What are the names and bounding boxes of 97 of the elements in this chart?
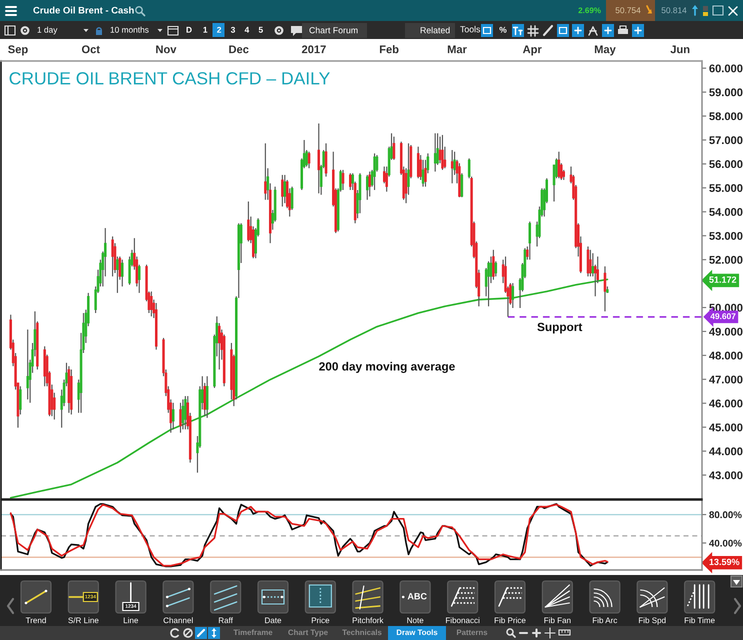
text: Fib Price bbox=[494, 617, 526, 624]
text: Related bbox=[420, 26, 450, 34]
candlestick bbox=[373, 152, 376, 191]
text: S/R Line bbox=[68, 617, 98, 624]
annotation: Support bbox=[537, 322, 582, 334]
y-tick-label: 60.000 bbox=[709, 64, 742, 72]
x-tick-label: Mar bbox=[448, 45, 467, 54]
text: Note bbox=[407, 618, 424, 624]
x-tick-label: 2017 bbox=[302, 45, 326, 54]
y-tick-label: 57.000 bbox=[709, 136, 742, 144]
y-tick-label: 80.00% bbox=[709, 511, 742, 518]
text: Channel bbox=[164, 617, 193, 624]
text: Trend bbox=[26, 617, 46, 624]
x-tick-label: Apr bbox=[522, 45, 542, 56]
data-label: 49.607 bbox=[710, 313, 736, 320]
y-tick-label: 51.172 bbox=[709, 276, 736, 283]
text: Raff bbox=[218, 617, 233, 624]
text: 1 2 3 4 5 bbox=[203, 26, 263, 33]
y-tick-label: 52.000 bbox=[709, 256, 742, 264]
candlestick bbox=[558, 151, 560, 179]
candlestick bbox=[26, 328, 29, 400]
candlestick bbox=[492, 249, 495, 280]
candlestick bbox=[450, 149, 454, 184]
x-tick-label: Feb bbox=[380, 45, 399, 54]
candlestick bbox=[184, 396, 187, 430]
text: Line bbox=[124, 617, 138, 624]
x-tick-label: Jun bbox=[670, 45, 690, 54]
candlestick bbox=[206, 376, 208, 418]
y-tick-label: 53.000 bbox=[709, 232, 742, 240]
candlestick bbox=[434, 132, 436, 172]
y-tick-label: 49.000 bbox=[709, 328, 742, 336]
y-tick-label: 44.000 bbox=[709, 447, 742, 456]
text: ABC bbox=[408, 593, 427, 600]
text: Date bbox=[265, 618, 282, 624]
candlestick bbox=[264, 142, 267, 200]
x-tick-label: Nov bbox=[156, 45, 176, 54]
candlestick bbox=[604, 266, 606, 312]
y-tick-label: 56.000 bbox=[709, 160, 742, 168]
text: 1 day bbox=[38, 26, 58, 34]
text: 10 months bbox=[110, 26, 149, 33]
candlestick bbox=[586, 246, 590, 277]
y-tick-label: 40.00% bbox=[709, 540, 742, 547]
text: D bbox=[186, 26, 192, 33]
candlestick bbox=[589, 249, 592, 277]
x-tick-label: Dec bbox=[229, 45, 249, 54]
text: Price bbox=[312, 617, 330, 624]
candlestick bbox=[179, 402, 182, 434]
candlestick bbox=[308, 151, 310, 169]
candlestick bbox=[528, 221, 532, 260]
y-tick-label: 55.000 bbox=[709, 184, 742, 192]
text: Fib Fan bbox=[544, 617, 571, 624]
x-tick-label: May bbox=[594, 45, 616, 56]
annotation: 200 day moving average bbox=[319, 362, 455, 373]
candlestick bbox=[284, 174, 286, 204]
text: Fib Spd bbox=[638, 617, 666, 625]
candlestick bbox=[366, 174, 369, 200]
candlestick bbox=[460, 172, 464, 198]
candlestick bbox=[172, 402, 174, 430]
candlestick bbox=[512, 282, 514, 309]
y-tick-label: 13.59% bbox=[710, 558, 740, 566]
candlestick bbox=[182, 398, 184, 430]
candlestick bbox=[392, 136, 396, 160]
y-tick-label: 58.000 bbox=[709, 112, 742, 120]
text: 50.814 bbox=[662, 7, 686, 14]
text: Fibonacci bbox=[446, 617, 480, 624]
text: Chart Forum bbox=[309, 26, 358, 34]
candlestick bbox=[121, 259, 124, 288]
text: Tools bbox=[460, 26, 480, 32]
text: % bbox=[500, 26, 506, 33]
candlestick bbox=[19, 386, 22, 416]
text: Fib Time bbox=[684, 617, 715, 624]
y-tick-label: 47.000 bbox=[709, 376, 742, 384]
text: Pitchfork bbox=[352, 617, 384, 624]
candlestick bbox=[494, 260, 498, 277]
candlestick bbox=[342, 169, 344, 191]
y-tick-label: 48.000 bbox=[709, 352, 742, 360]
candlestick bbox=[281, 174, 284, 208]
y-tick-label: 43.000 bbox=[709, 471, 742, 480]
text: Fib Arc bbox=[592, 617, 618, 624]
candlestick bbox=[349, 172, 352, 191]
y-tick-label: 54.000 bbox=[709, 208, 742, 216]
candlestick bbox=[324, 142, 328, 178]
candlestick bbox=[318, 122, 320, 194]
text: 2.69% bbox=[578, 7, 601, 14]
candlestick bbox=[441, 134, 444, 170]
x-tick-label: Sep bbox=[8, 45, 28, 56]
candlestick bbox=[368, 171, 371, 198]
text: 50.754 bbox=[616, 7, 640, 14]
candlestick bbox=[416, 146, 420, 179]
y-tick-label: 59.000 bbox=[709, 88, 742, 96]
y-tick-label: 45.000 bbox=[709, 423, 742, 432]
x-tick-label: Oct bbox=[82, 45, 100, 54]
chart-title: CRUDE OIL BRENT CASH CFD – DAILY bbox=[10, 72, 330, 85]
text: Crude Oil Brent - Cash bbox=[33, 6, 134, 14]
y-tick-label: 46.000 bbox=[709, 400, 742, 408]
candlestick bbox=[247, 200, 250, 242]
candlestick bbox=[150, 290, 153, 317]
